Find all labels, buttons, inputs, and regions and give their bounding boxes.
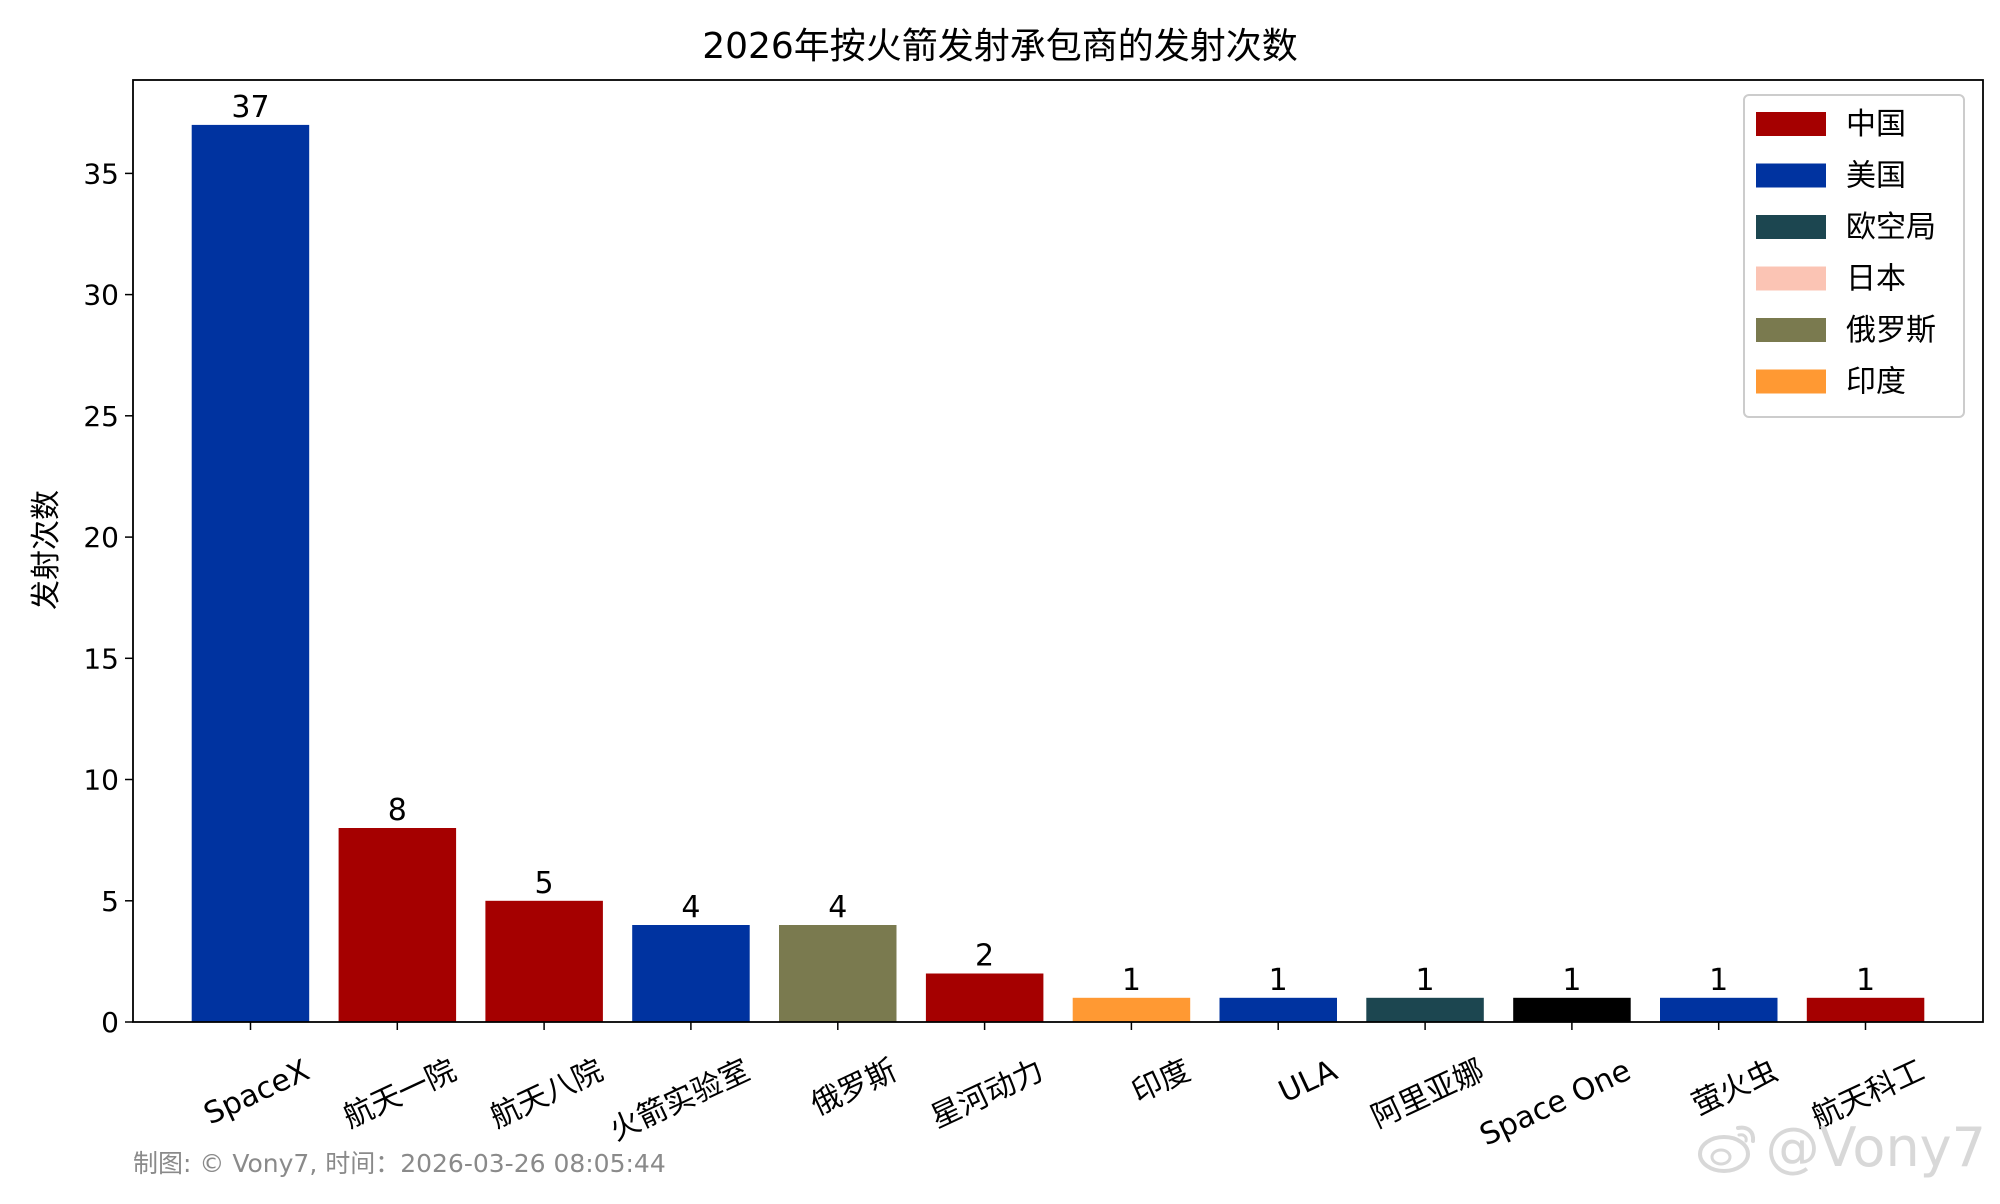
bar-value-label-2: 5 <box>535 866 554 901</box>
bar-value-label-5: 2 <box>975 939 994 974</box>
bar-1 <box>338 828 457 1022</box>
bar-6 <box>1072 997 1191 1022</box>
bar-10 <box>1660 997 1778 1022</box>
watermark-text: @Vony7 <box>1765 1116 1986 1179</box>
bar-value-label-4: 4 <box>828 890 847 925</box>
legend-label-2: 欧空局 <box>1846 210 1936 245</box>
bar-8 <box>1366 997 1484 1022</box>
chart-credit: 制图: © Vony7, 时间：2026-03-26 08:05:44 <box>133 1149 666 1178</box>
legend-swatch-1 <box>1756 163 1826 188</box>
y-tick-label-2: 10 <box>83 764 119 797</box>
legend-label-1: 美国 <box>1846 159 1906 194</box>
bar-value-label-8: 1 <box>1416 963 1435 998</box>
legend-swatch-0 <box>1756 112 1826 136</box>
chart-title: 2026年按火箭发射承包商的发射次数 <box>702 26 1298 67</box>
bar-11 <box>1806 997 1925 1022</box>
y-tick-label-0: 0 <box>101 1006 119 1039</box>
bar-value-label-0: 37 <box>231 90 269 125</box>
bar-7 <box>1219 997 1337 1022</box>
legend-label-4: 俄罗斯 <box>1846 313 1936 348</box>
bar-2 <box>485 900 603 1022</box>
weibo-logo-icon <box>1697 1125 1755 1173</box>
watermark: @Vony7 <box>1694 1116 1986 1179</box>
bar-value-label-10: 1 <box>1709 963 1728 998</box>
y-tick-label-4: 20 <box>83 521 119 554</box>
legend-label-3: 日本 <box>1846 262 1906 297</box>
bar-value-label-9: 1 <box>1562 963 1581 998</box>
legend-swatch-2 <box>1756 215 1826 239</box>
y-tick-label-1: 5 <box>101 885 119 918</box>
legend-label-5: 印度 <box>1846 365 1906 400</box>
bar-value-label-7: 1 <box>1269 963 1288 998</box>
y-tick-label-7: 35 <box>83 157 119 190</box>
bar-4 <box>779 925 897 1022</box>
legend-swatch-3 <box>1756 266 1826 291</box>
legend-swatch-5 <box>1756 369 1826 394</box>
legend-label-0: 中国 <box>1846 107 1906 142</box>
y-axis-title: 发射次数 <box>29 490 64 610</box>
y-tick-label-5: 25 <box>83 400 119 433</box>
y-tick-label-6: 30 <box>83 279 119 312</box>
bar-0 <box>191 124 310 1022</box>
bar-value-label-1: 8 <box>388 793 407 828</box>
bar-3 <box>632 925 750 1022</box>
bar-5 <box>925 973 1044 1022</box>
plot-frame <box>132 79 1984 1023</box>
bar-value-label-6: 1 <box>1122 963 1141 998</box>
y-tick-label-3: 15 <box>83 642 119 675</box>
bar-value-label-11: 1 <box>1856 963 1875 998</box>
bar-9 <box>1513 997 1631 1022</box>
bar-value-label-3: 4 <box>681 890 700 925</box>
legend-swatch-4 <box>1756 318 1826 342</box>
